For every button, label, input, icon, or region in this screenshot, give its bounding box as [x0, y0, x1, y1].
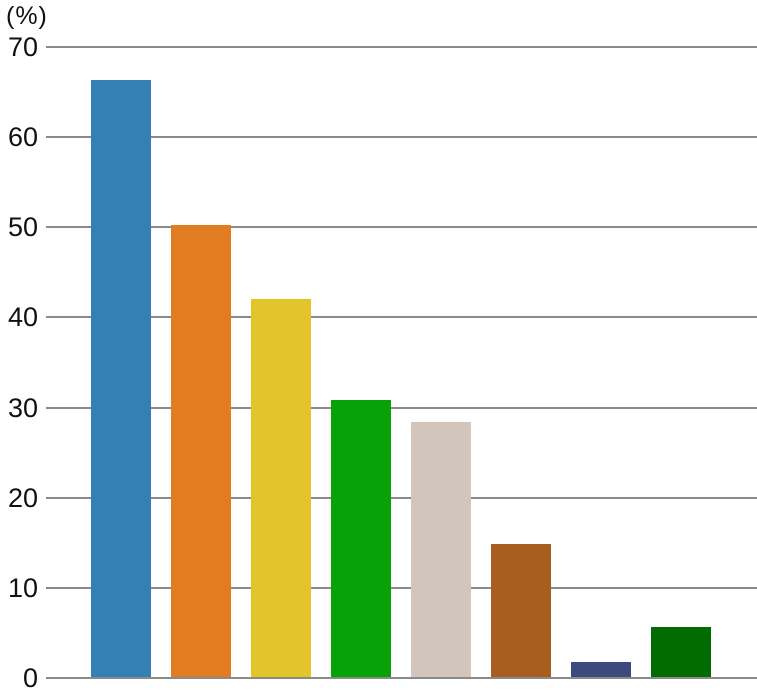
x-axis-baseline	[46, 677, 757, 679]
gridline	[46, 316, 757, 318]
y-tick-label: 30	[7, 393, 38, 423]
bar	[91, 80, 151, 678]
gridline	[46, 497, 757, 499]
y-tick-label: 20	[7, 483, 38, 513]
bar	[251, 299, 311, 678]
gridline	[46, 136, 757, 138]
bar	[651, 627, 711, 678]
y-axis-unit-label: (%)	[6, 2, 48, 30]
y-tick-label: 50	[7, 212, 38, 242]
y-tick-label: 60	[7, 122, 38, 152]
y-tick-label: 70	[7, 32, 38, 62]
gridline	[46, 407, 757, 409]
bar	[571, 662, 631, 678]
bar	[171, 225, 231, 678]
bar	[411, 422, 471, 678]
gridline	[46, 226, 757, 228]
gridline	[46, 587, 757, 589]
y-tick-label: 40	[7, 302, 38, 332]
bar	[331, 400, 391, 678]
bar	[491, 544, 551, 678]
y-tick-label: 10	[7, 573, 38, 603]
y-tick-label: 0	[22, 663, 38, 690]
gridline	[46, 46, 757, 48]
